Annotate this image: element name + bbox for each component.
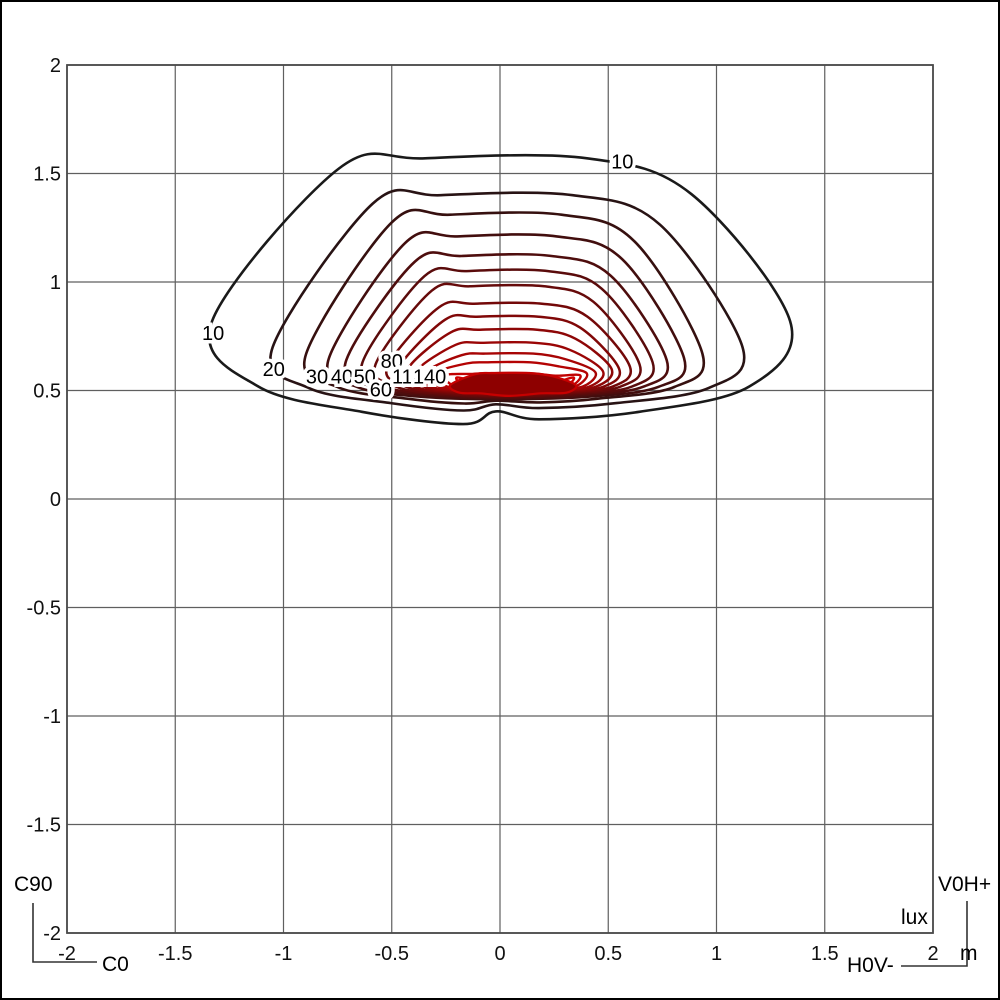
plot-frame (66, 64, 934, 934)
contour-label-40: 40 (331, 366, 353, 388)
y-tick-label--1.5: -1.5 (27, 815, 61, 837)
contour-line-50 (343, 251, 670, 400)
c90-axis-label: C90 (14, 873, 53, 896)
y-tick-label-0.5: 0.5 (33, 381, 61, 403)
x-tick-label-2: 2 (927, 943, 938, 965)
y-tick-label--1: -1 (43, 706, 61, 728)
x-tick-label--2: -2 (58, 943, 76, 965)
meter-unit-label: m (960, 942, 978, 965)
c0-axis-label: C0 (102, 953, 129, 976)
x-tick-label-0.5: 0.5 (594, 943, 622, 965)
v0h-h0v-bracket (901, 901, 968, 967)
contour-label-110: 110 (392, 366, 424, 388)
v0h-axis-label: V0H+ (938, 873, 992, 896)
c90-c0-bracket (32, 903, 97, 963)
x-tick-label--0.5: -0.5 (375, 943, 409, 965)
contour-line-10 (207, 152, 794, 426)
contour-label-10: 10 (202, 323, 224, 345)
h0v-axis-label: H0V- (847, 954, 894, 977)
x-tick-label--1.5: -1.5 (158, 943, 192, 965)
axis-orientation-brackets (32, 901, 968, 967)
x-tick-label-0: 0 (494, 943, 505, 965)
lux-unit-label: lux (901, 906, 928, 929)
y-tick-label-2: 2 (50, 55, 61, 77)
y-tick-label-0: 0 (50, 489, 61, 511)
x-tick-label-1: 1 (711, 943, 722, 965)
x-tick-label-1.5: 1.5 (811, 943, 839, 965)
y-tick-label-1.5: 1.5 (33, 164, 61, 186)
isolux-contours (207, 152, 794, 426)
contour-label-140: 140 (413, 366, 446, 388)
y-tick-label--2: -2 (43, 923, 61, 945)
y-axis-tick-labels: 2 1.5 1 0.5 0 -0.5 -1 -1.5 -2 (27, 55, 61, 945)
contour-label-50: 50 (354, 366, 376, 388)
contour-label-60: 60 (370, 379, 392, 401)
x-axis-tick-labels: -2 -1.5 -1 -0.5 0 0.5 1 1.5 2 (58, 943, 938, 965)
contour-label-20: 20 (263, 359, 285, 381)
y-tick-label--0.5: -0.5 (27, 598, 61, 620)
plot-border (66, 64, 934, 934)
x-tick-label--1: -1 (275, 943, 293, 965)
contour-line-70 (372, 282, 642, 398)
contour-line-20 (269, 188, 746, 412)
contour-line-60 (359, 266, 655, 399)
contour-hotspot (448, 371, 578, 398)
contour-label-80: 80 (381, 351, 403, 373)
y-tick-label-1: 1 (50, 272, 61, 294)
contour-line-40 (325, 230, 687, 401)
contour-label-10: 10 (611, 152, 633, 174)
contour-label-30: 30 (306, 366, 328, 388)
contour-line-30 (303, 208, 706, 405)
grid (66, 64, 934, 934)
